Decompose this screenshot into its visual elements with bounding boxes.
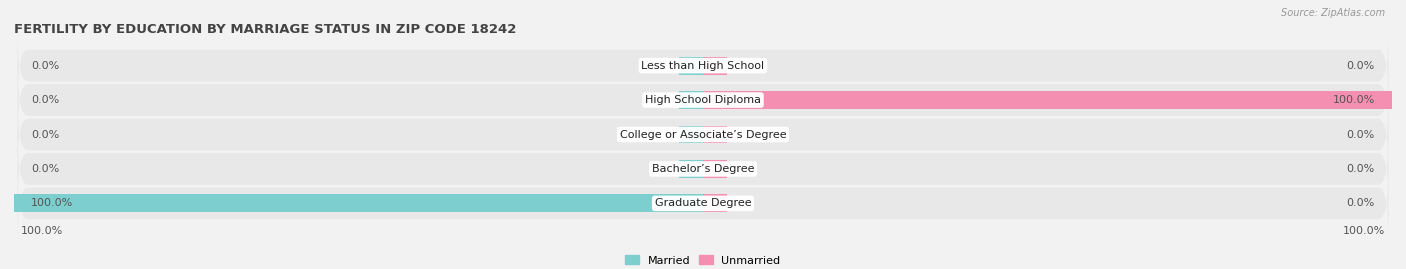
Bar xyxy=(703,194,727,212)
Text: High School Diploma: High School Diploma xyxy=(645,95,761,105)
Text: 0.0%: 0.0% xyxy=(1347,164,1375,174)
Bar xyxy=(703,57,727,75)
Text: FERTILITY BY EDUCATION BY MARRIAGE STATUS IN ZIP CODE 18242: FERTILITY BY EDUCATION BY MARRIAGE STATU… xyxy=(14,23,516,36)
FancyBboxPatch shape xyxy=(17,133,1389,205)
Text: 0.0%: 0.0% xyxy=(31,129,59,140)
Text: Bachelor’s Degree: Bachelor’s Degree xyxy=(652,164,754,174)
Text: 100.0%: 100.0% xyxy=(21,226,63,236)
Text: 100.0%: 100.0% xyxy=(1343,226,1385,236)
FancyBboxPatch shape xyxy=(17,30,1389,101)
Text: 0.0%: 0.0% xyxy=(1347,129,1375,140)
Text: 0.0%: 0.0% xyxy=(31,164,59,174)
Bar xyxy=(679,91,703,109)
Text: 100.0%: 100.0% xyxy=(1333,95,1375,105)
Text: Less than High School: Less than High School xyxy=(641,61,765,71)
Text: College or Associate’s Degree: College or Associate’s Degree xyxy=(620,129,786,140)
FancyBboxPatch shape xyxy=(17,99,1389,170)
Bar xyxy=(703,91,1392,109)
Bar xyxy=(703,160,727,178)
Text: 100.0%: 100.0% xyxy=(31,198,73,208)
Bar xyxy=(679,126,703,143)
Legend: Married, Unmarried: Married, Unmarried xyxy=(621,251,785,269)
FancyBboxPatch shape xyxy=(17,64,1389,136)
Text: 0.0%: 0.0% xyxy=(31,95,59,105)
Text: 0.0%: 0.0% xyxy=(1347,198,1375,208)
Bar xyxy=(679,57,703,75)
Bar xyxy=(703,126,727,143)
Bar xyxy=(679,160,703,178)
Text: Source: ZipAtlas.com: Source: ZipAtlas.com xyxy=(1281,8,1385,18)
Text: 0.0%: 0.0% xyxy=(1347,61,1375,71)
FancyBboxPatch shape xyxy=(17,168,1389,239)
Bar xyxy=(14,194,703,212)
Text: 0.0%: 0.0% xyxy=(31,61,59,71)
Text: Graduate Degree: Graduate Degree xyxy=(655,198,751,208)
